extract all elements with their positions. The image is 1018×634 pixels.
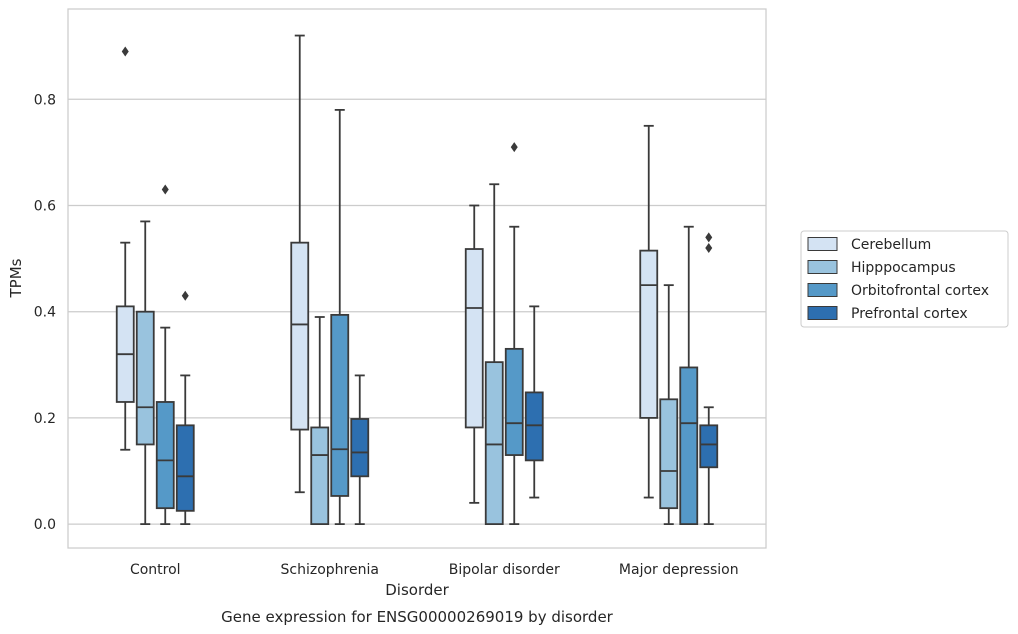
outlier-marker	[705, 232, 713, 243]
box-cerebellum	[464, 204, 484, 504]
iqr-box	[659, 398, 679, 510]
legend-label: Prefrontal cortex	[851, 306, 968, 322]
box-hipppocampus	[310, 316, 330, 526]
box-hipppocampus	[135, 220, 155, 526]
outlier-marker	[161, 184, 169, 195]
box-prefrontal-cortex	[524, 305, 544, 499]
x-tick-label: Bipolar disorder	[449, 562, 560, 578]
iqr-box	[135, 310, 155, 446]
legend-swatch	[807, 283, 838, 297]
y-tick-label: 0.0	[34, 517, 56, 533]
iqr-box	[679, 366, 699, 526]
legend-label: Cerebellum	[851, 237, 931, 253]
box-orbitofrontal-cortex	[679, 225, 699, 526]
x-tick-label: Major depression	[619, 562, 739, 578]
box-prefrontal-cortex	[699, 232, 719, 526]
iqr-box	[155, 401, 175, 510]
legend-items: Cerebellum Hipppocampus Orbitofrontal cort…	[807, 237, 989, 322]
iqr-box	[699, 424, 719, 469]
figure-caption: Gene expression for ENSG00000269019 by d…	[221, 608, 614, 626]
iqr-box	[310, 426, 330, 526]
box-orbitofrontal-cortex	[155, 184, 175, 526]
box-series-layer	[115, 34, 719, 526]
legend-swatch	[807, 237, 838, 251]
x-tick-label: Schizophrenia	[281, 562, 379, 578]
box-orbitofrontal-cortex	[330, 108, 350, 526]
legend: Cerebellum Hipppocampus Orbitofrontal cort…	[800, 230, 1009, 328]
box-prefrontal-cortex	[175, 290, 195, 526]
y-tick-label: 0.4	[34, 305, 56, 321]
iqr-box	[330, 313, 350, 497]
iqr-box	[350, 418, 370, 478]
box-cerebellum	[639, 124, 659, 499]
iqr-box	[484, 361, 504, 526]
iqr-box	[290, 241, 310, 431]
outlier-marker	[121, 46, 129, 57]
legend-swatch	[807, 260, 838, 274]
iqr-box	[175, 424, 195, 512]
x-tick-label: Control	[130, 562, 181, 578]
box-orbitofrontal-cortex	[504, 142, 524, 526]
outlier-marker	[510, 142, 518, 153]
legend-frame	[800, 230, 1009, 328]
box-cerebellum	[290, 34, 310, 494]
iqr-box	[504, 347, 524, 456]
box-hipppocampus	[659, 284, 679, 526]
iqr-box	[639, 249, 659, 419]
legend-label: Orbitofrontal cortex	[851, 283, 989, 299]
box-cerebellum	[115, 46, 135, 451]
legend-swatch	[807, 306, 838, 320]
iqr-box	[524, 391, 544, 462]
iqr-box	[464, 248, 484, 429]
y-tick-label: 0.2	[34, 411, 56, 427]
outlier-marker	[181, 290, 189, 301]
x-axis-label: Disorder	[385, 581, 449, 599]
outlier-marker	[705, 242, 713, 253]
box-prefrontal-cortex	[350, 374, 370, 526]
y-axis-label: TPMs	[7, 258, 25, 298]
y-tick-label: 0.8	[34, 92, 56, 108]
plot-frame	[67, 8, 767, 549]
y-tick-label: 0.6	[34, 198, 56, 214]
y-tick-labels: 0.0 0.2 0.4 0.6 0.8	[34, 92, 56, 533]
box-hipppocampus	[484, 183, 504, 526]
legend-label: Hipppocampus	[851, 260, 956, 276]
x-tick-labels: Control Schizophrenia Bipolar disorder Majo…	[130, 562, 739, 578]
